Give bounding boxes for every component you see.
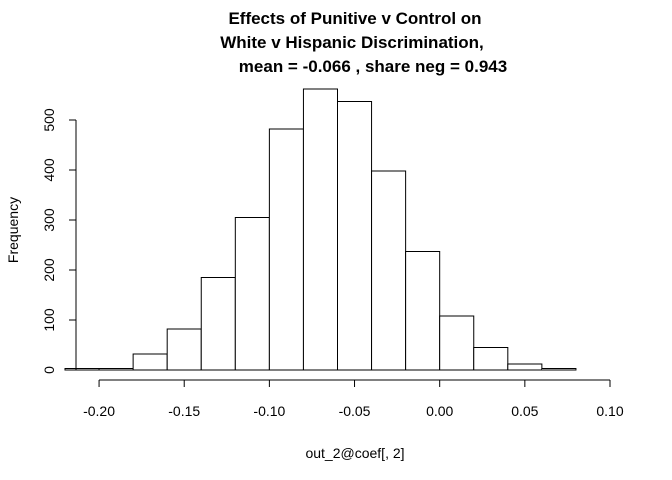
x-tick-label: 0.05 [511, 403, 538, 419]
x-tick-label: -0.20 [83, 403, 115, 419]
x-tick-label: -0.15 [168, 403, 200, 419]
x-axis: -0.20 -0.15 -0.10 -0.05 0.00 0.05 0.10 [83, 379, 624, 419]
title-line-1: Effects of Punitive v Control on [228, 9, 481, 28]
y-tick-label: 0 [41, 366, 57, 374]
histogram-bar [337, 101, 373, 371]
histogram-bar [166, 328, 202, 371]
x-tick-label: -0.10 [253, 403, 285, 419]
histogram-bar [200, 277, 236, 371]
y-tick-label: 400 [41, 158, 57, 182]
y-tick-label: 300 [41, 208, 57, 232]
histogram-bar [473, 347, 509, 371]
histogram-bars [64, 88, 577, 371]
title-line-3: mean = -0.066 , share neg = 0.943 [239, 57, 507, 76]
histogram-bar [132, 353, 168, 371]
x-tick-label: 0.10 [596, 403, 623, 419]
histogram-bar [405, 251, 441, 371]
y-axis-label: Frequency [5, 197, 21, 263]
histogram-bar [371, 170, 407, 371]
y-tick-label: 100 [41, 308, 57, 332]
x-tick-label: 0.00 [426, 403, 453, 419]
y-tick-label: 500 [41, 108, 57, 132]
histogram-bar [98, 368, 134, 371]
histogram-bar [541, 368, 577, 371]
y-tick-label: 200 [41, 258, 57, 282]
x-axis-label: out_2@coef[, 2] [305, 445, 404, 461]
histogram-bar [234, 217, 270, 371]
histogram-bar [268, 128, 304, 371]
histogram-bar [302, 88, 338, 371]
y-axis: 0 100 200 300 400 500 [41, 108, 77, 374]
histogram-bar [507, 363, 543, 371]
histogram-bar [439, 315, 475, 371]
chart-title: Effects of Punitive v Control on White v… [220, 9, 507, 76]
x-tick-label: -0.05 [339, 403, 371, 419]
title-line-2: White v Hispanic Discrimination, [220, 33, 484, 52]
